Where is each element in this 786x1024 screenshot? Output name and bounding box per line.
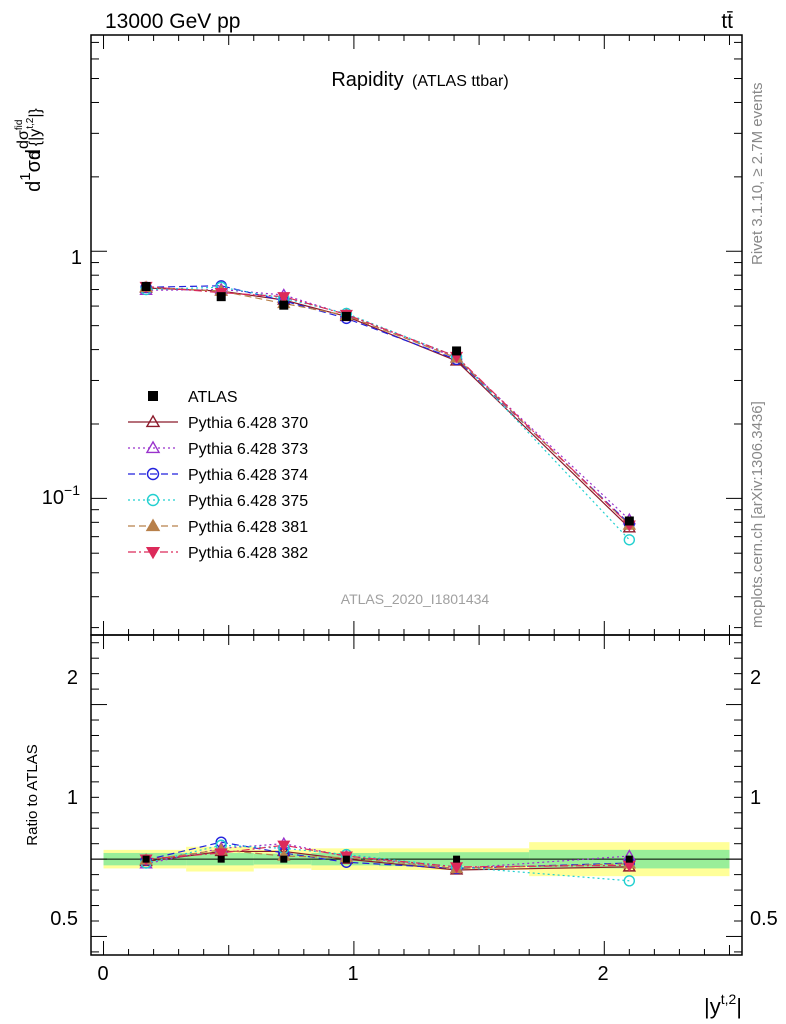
y-tick-label-tenth-base: 10	[42, 487, 64, 509]
ylabel-d2: d	[23, 149, 45, 160]
data-point-3	[341, 311, 351, 321]
legend-label-6: Pythia 6.428 382	[188, 545, 308, 562]
plot-subtitle: (ATLAS ttbar)	[412, 73, 509, 90]
data-ratio-point-1	[217, 855, 225, 863]
data-point-1	[216, 292, 226, 302]
ratio-tick-right-1: 1	[750, 787, 761, 809]
legend-entry-5: Pythia 6.428 381	[128, 518, 308, 536]
ratio-tick-left-1: 1	[67, 787, 78, 809]
main-line-series-1	[146, 288, 630, 521]
analysis-watermark: ATLAS_2020_I1801434	[341, 591, 490, 607]
process-label: tt̄	[721, 10, 733, 33]
plot-title: Rapidity	[331, 69, 403, 91]
ratio-y-axis-label: Ratio to ATLAS	[24, 744, 41, 845]
ylabel-den2-close: |}	[27, 107, 44, 117]
ylabel-num2: dσ	[15, 130, 32, 149]
legend-marker-3	[146, 467, 160, 481]
legend-entry-0: ATLAS	[148, 389, 238, 406]
legend-marker-4	[146, 493, 160, 507]
ratio-point-s5-1	[214, 848, 228, 860]
plot-title-group: Rapidity (ATLAS ttbar)	[331, 69, 508, 91]
ratio-line-series-2	[145, 841, 630, 870]
ratio-tick-left-05: 0.5	[50, 908, 78, 930]
ratio-line-series-3	[145, 844, 630, 882]
data-point-5	[624, 516, 634, 526]
legend-marker-2	[145, 440, 161, 454]
x-axis-label-close: |	[736, 994, 742, 1019]
y-tick-label-tenth-exp: −1	[64, 482, 80, 498]
legend-label-5: Pythia 6.428 381	[188, 519, 308, 536]
legend-label-1: Pythia 6.428 370	[188, 415, 308, 432]
y-tick-label-one: 1	[71, 247, 82, 269]
svg-text:d1σddσfidd {|yt,2|}: d1σddσfidd {|yt,2|}	[14, 107, 45, 191]
panel-frames	[90, 34, 743, 956]
ylabel-den2: d {|y	[27, 129, 44, 160]
ratio-line-series-0	[146, 850, 630, 871]
data-point-4	[452, 346, 462, 356]
ylabel-sup: fid	[14, 120, 25, 131]
energy-label: 13000 GeV pp	[105, 10, 240, 33]
axis-ticks	[91, 35, 742, 955]
ratio-point-s5-4	[450, 862, 464, 874]
main-point-s5-2	[277, 292, 291, 304]
legend-entry-1: Pythia 6.428 370	[128, 414, 308, 432]
ratio-line-series-5	[146, 844, 630, 868]
x-tick-label-0: 0	[97, 963, 108, 985]
main-series-lines	[146, 285, 630, 541]
mcplots-label: mcplots.cern.ch [arXiv:1306.3436]	[749, 401, 766, 628]
ylabel-d1: d	[23, 181, 45, 192]
ratio-tick-right-2: 2	[750, 667, 761, 689]
legend-entry-3: Pythia 6.428 374	[128, 467, 308, 484]
main-series-markers	[139, 280, 637, 546]
legend-marker-1	[145, 414, 161, 428]
legend-entry-2: Pythia 6.428 373	[128, 440, 308, 458]
data-ratio-point-3	[342, 855, 350, 863]
ratio-series-lines	[145, 841, 630, 882]
ratio-point-s5-2	[277, 840, 291, 852]
main-line-series-0	[146, 287, 630, 529]
ylabel-den1: σ	[23, 159, 45, 172]
main-line-series-3	[146, 286, 630, 541]
ratio-frame	[90, 634, 743, 956]
legend-label-2: Pythia 6.428 373	[188, 441, 308, 458]
x-tick-label-2: 2	[597, 963, 608, 985]
data-ratio-point-2	[280, 855, 288, 863]
data-ratio-point-5	[625, 855, 633, 863]
data-point-0	[141, 282, 151, 292]
legend-marker-0	[148, 391, 158, 401]
ratio-uncertainty-bands	[91, 842, 742, 877]
legend-entry-6: Pythia 6.428 382	[128, 545, 308, 562]
main-y-axis-label: d1σddσfidd {|yt,2|}	[14, 107, 45, 191]
ylabel-num1: 1	[17, 172, 34, 180]
legend-label-4: Pythia 6.428 375	[188, 493, 308, 510]
x-axis-label-base: |y	[704, 994, 721, 1019]
legend-label-3: Pythia 6.428 374	[188, 467, 308, 484]
legend-marker-5	[145, 518, 161, 532]
ratio-point-s3-5	[623, 875, 636, 887]
ratio-series-markers	[139, 836, 637, 887]
data-ratio-point-0	[142, 855, 150, 863]
x-tick-label-1: 1	[347, 963, 358, 985]
legend: ATLAS Pythia 6.428 370 Pythia 6.428 373 Pyt…	[128, 389, 308, 562]
data-ratio-point-4	[453, 855, 461, 863]
data-point-2	[279, 300, 289, 310]
ratio-tick-right-05: 0.5	[750, 908, 778, 930]
legend-entry-4: Pythia 6.428 375	[128, 493, 308, 510]
legend-marker-6	[145, 546, 161, 560]
main-line-series-4	[146, 286, 630, 526]
ratio-line-series-1	[145, 843, 630, 870]
main-point-s3-5	[623, 534, 636, 546]
ratio-tick-left-2: 2	[67, 667, 78, 689]
rivet-version-label: Rivet 3.1.10, ≥ 2.7M events	[749, 83, 766, 266]
x-axis-label: |yt,2|	[704, 991, 742, 1019]
legend-label-0: ATLAS	[188, 389, 238, 406]
y-tick-label-tenth: 10−1	[42, 482, 80, 509]
ylabel-den2-sup: t,2	[25, 117, 36, 129]
x-axis-label-sup: t,2	[721, 991, 737, 1007]
ratio-line-series-4	[146, 849, 630, 870]
